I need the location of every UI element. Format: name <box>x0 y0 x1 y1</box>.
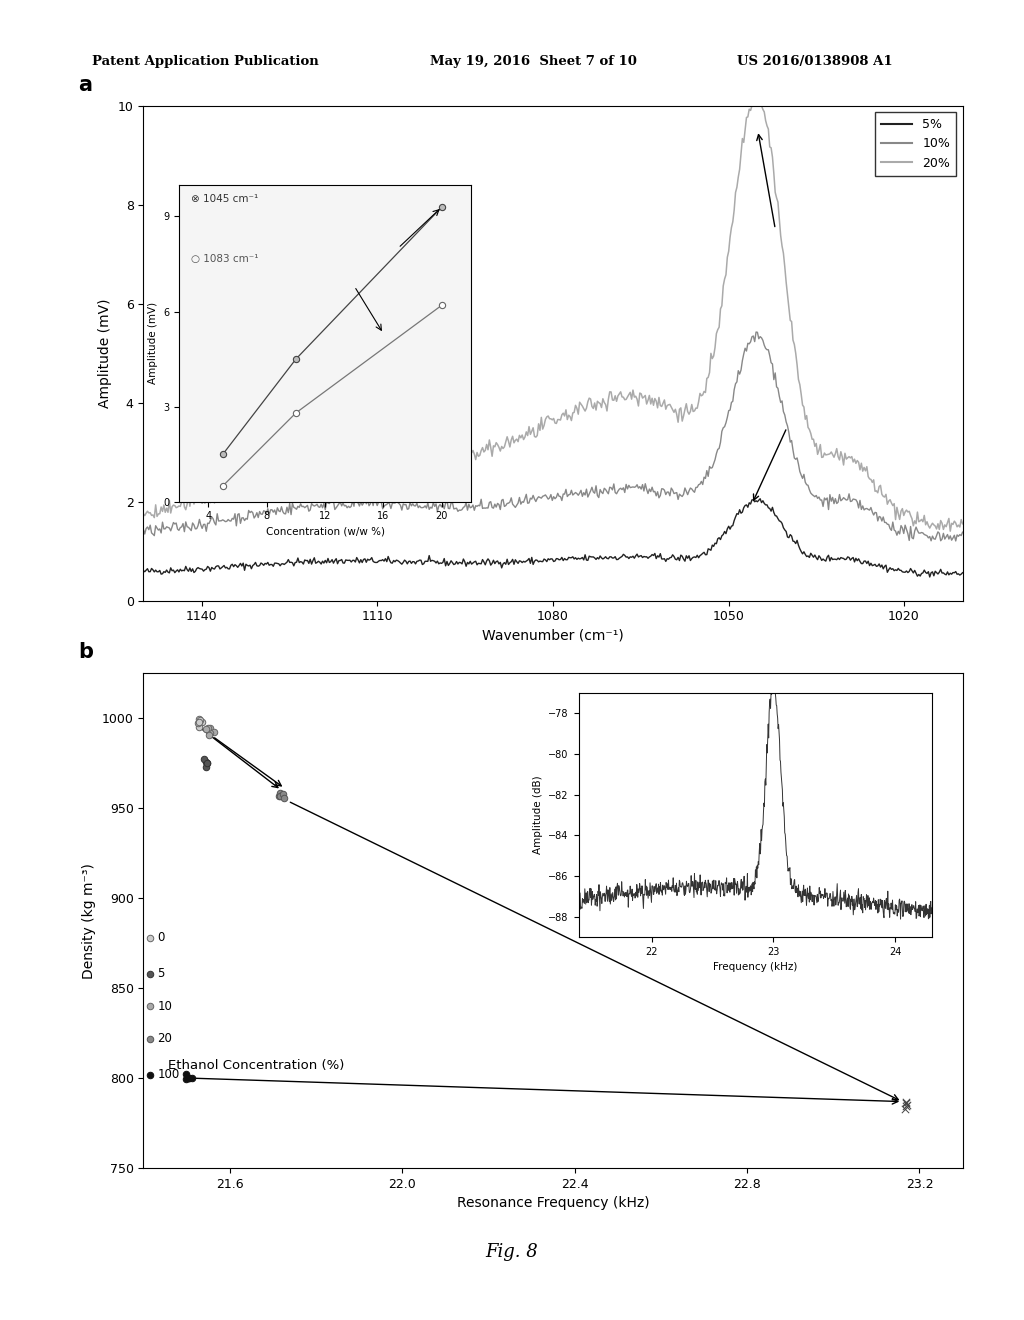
20% <box>956 516 969 532</box>
10% <box>348 499 360 515</box>
20% <box>620 392 632 408</box>
Text: May 19, 2016  Sheet 7 of 10: May 19, 2016 Sheet 7 of 10 <box>430 55 637 69</box>
Point <box>898 1096 914 1117</box>
10% <box>283 504 295 520</box>
Point <box>200 717 216 738</box>
Text: b: b <box>78 643 93 663</box>
Point <box>202 722 218 743</box>
Point <box>899 1094 915 1115</box>
Point <box>199 752 215 774</box>
Point <box>181 1067 198 1088</box>
20% <box>944 523 956 539</box>
Point <box>271 785 288 807</box>
20% <box>745 98 758 114</box>
10% <box>949 533 962 549</box>
20% <box>283 461 295 477</box>
Point <box>898 1092 914 1113</box>
10% <box>756 330 768 346</box>
Point <box>196 748 212 770</box>
X-axis label: Resonance Frequency (kHz): Resonance Frequency (kHz) <box>457 1196 649 1210</box>
Point <box>198 719 214 741</box>
Text: ⊗ 1045 cm⁻¹: ⊗ 1045 cm⁻¹ <box>190 194 258 205</box>
Point <box>206 721 222 742</box>
X-axis label: Wavenumber (cm⁻¹): Wavenumber (cm⁻¹) <box>482 628 624 643</box>
Text: 100: 100 <box>158 1068 180 1081</box>
5% <box>956 565 969 581</box>
Point <box>191 710 208 731</box>
Text: 10: 10 <box>158 999 172 1012</box>
5% <box>137 562 150 578</box>
Y-axis label: Amplitude (mV): Amplitude (mV) <box>98 298 113 408</box>
Point <box>199 752 215 774</box>
Point <box>189 713 206 734</box>
Point <box>191 711 208 733</box>
Point <box>141 927 158 948</box>
Line: 5%: 5% <box>143 499 963 577</box>
5% <box>756 495 768 511</box>
Point <box>898 1090 914 1111</box>
Text: ○ 1083 cm⁻¹: ○ 1083 cm⁻¹ <box>190 255 258 264</box>
Point <box>191 709 208 730</box>
10% <box>684 480 696 496</box>
10% <box>750 325 762 341</box>
Point <box>178 1064 195 1085</box>
Text: 20: 20 <box>158 1032 172 1045</box>
Point <box>270 785 287 807</box>
20% <box>508 434 520 450</box>
10% <box>620 477 632 492</box>
Point <box>183 1068 200 1089</box>
Text: US 2016/0138908 A1: US 2016/0138908 A1 <box>737 55 893 69</box>
Line: 20%: 20% <box>143 106 963 531</box>
Point <box>178 1069 195 1090</box>
Point <box>195 711 211 733</box>
Text: a: a <box>78 75 92 95</box>
Text: Fig. 8: Fig. 8 <box>485 1242 539 1261</box>
5% <box>283 552 295 568</box>
10% <box>956 524 969 540</box>
Y-axis label: Density (kg m⁻³): Density (kg m⁻³) <box>82 863 96 978</box>
Point <box>275 784 292 805</box>
20% <box>137 506 150 521</box>
Legend: 5%, 10%, 20%: 5%, 10%, 20% <box>874 112 956 176</box>
Point <box>141 995 158 1016</box>
Text: 5: 5 <box>158 968 165 981</box>
Point <box>190 715 207 737</box>
Point <box>181 1067 198 1088</box>
5% <box>620 549 632 565</box>
Text: Patent Application Publication: Patent Application Publication <box>92 55 318 69</box>
Text: 0: 0 <box>158 932 165 944</box>
Point <box>198 752 214 774</box>
5% <box>508 557 520 573</box>
Point <box>272 783 289 804</box>
Text: Ethanol Concentration (%): Ethanol Concentration (%) <box>168 1059 344 1072</box>
5% <box>684 553 696 569</box>
20% <box>348 453 360 469</box>
Line: 10%: 10% <box>143 333 963 541</box>
20% <box>756 98 768 114</box>
Point <box>275 787 292 808</box>
20% <box>684 404 696 420</box>
10% <box>508 498 520 513</box>
Point <box>141 964 158 985</box>
10% <box>137 521 150 537</box>
5% <box>754 491 766 507</box>
Point <box>198 756 214 777</box>
X-axis label: Frequency (kHz): Frequency (kHz) <box>713 962 798 973</box>
Y-axis label: Amplitude (mV): Amplitude (mV) <box>147 302 158 384</box>
Point <box>141 1064 158 1085</box>
Y-axis label: Amplitude (dB): Amplitude (dB) <box>532 776 543 854</box>
5% <box>348 552 360 568</box>
Point <box>141 1028 158 1049</box>
5% <box>924 569 936 585</box>
X-axis label: Concentration (w/w %): Concentration (w/w %) <box>265 527 385 537</box>
Point <box>202 725 218 746</box>
Point <box>896 1098 912 1119</box>
Point <box>202 717 218 738</box>
